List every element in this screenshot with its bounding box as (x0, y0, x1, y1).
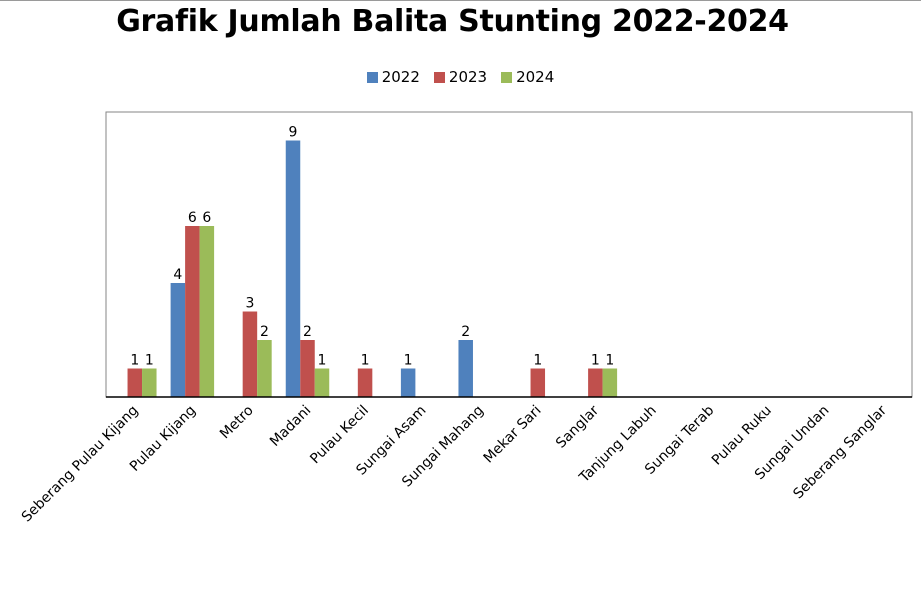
data-label-2023-2: 3 (245, 296, 254, 312)
x-tick-label-2: Metro (217, 403, 257, 443)
bar-2023-4 (357, 368, 373, 397)
data-label-2024-8: 1 (605, 353, 614, 369)
plot-area (105, 111, 913, 398)
data-label-2023-4: 1 (361, 353, 370, 369)
legend-swatch-2022 (366, 71, 378, 83)
data-label-2023-0: 1 (130, 353, 139, 369)
data-label-2024-1: 6 (202, 210, 211, 226)
data-label-2023-8: 1 (591, 353, 600, 369)
legend-label-2023: 2023 (448, 68, 488, 86)
bar-2023-8 (588, 368, 603, 397)
bar-2024-3 (314, 368, 330, 397)
legend-swatch-2024 (501, 71, 513, 83)
bar-2023-7 (530, 368, 546, 397)
data-label-2022-3: 9 (289, 125, 298, 141)
legend-swatch-2023 (433, 71, 445, 83)
data-label-2024-3: 1 (318, 353, 327, 369)
bar-2023-3 (300, 340, 315, 397)
legend-item-2022: 2022 (366, 68, 420, 86)
bar-2022-1 (170, 283, 186, 397)
data-label-2023-7: 1 (533, 353, 542, 369)
bar-2023-0 (127, 368, 143, 397)
chart-title: Grafik Jumlah Balita Stunting 2022-2024 (116, 4, 789, 39)
legend-label-2024: 2024 (516, 68, 555, 86)
legend-label-2022: 2022 (381, 68, 420, 86)
bar-2022-6 (458, 340, 473, 397)
data-label-2022-1: 4 (173, 267, 182, 283)
x-tick-label-8: Sanglar (553, 402, 602, 451)
data-label-2023-1: 6 (188, 210, 197, 226)
legend-item-2024: 2024 (501, 68, 554, 86)
bar-2023-2 (242, 311, 258, 397)
data-label-2024-0: 1 (145, 353, 154, 369)
x-tick-label-3: Madani (267, 403, 314, 450)
bar-2024-2 (257, 340, 272, 397)
data-label-2022-6: 2 (461, 324, 470, 340)
top-border (0, 0, 921, 1)
data-label-2022-5: 1 (404, 353, 413, 369)
legend-item-2023: 2023 (433, 68, 488, 86)
bar-2024-8 (602, 368, 618, 397)
x-tick-label-0: Seberang Pulau Kijang (19, 403, 142, 526)
data-label-2023-3: 2 (303, 324, 312, 340)
bar-2022-3 (285, 140, 301, 397)
bar-2024-0 (142, 368, 157, 397)
legend: 2022 2023 2024 (0, 68, 921, 86)
bar-2024-1 (199, 226, 215, 397)
data-label-2024-2: 2 (260, 324, 269, 340)
x-tick-label-7: Mekar Sari (481, 403, 545, 467)
bar-2023-1 (185, 226, 200, 397)
bar-2022-5 (400, 368, 416, 397)
